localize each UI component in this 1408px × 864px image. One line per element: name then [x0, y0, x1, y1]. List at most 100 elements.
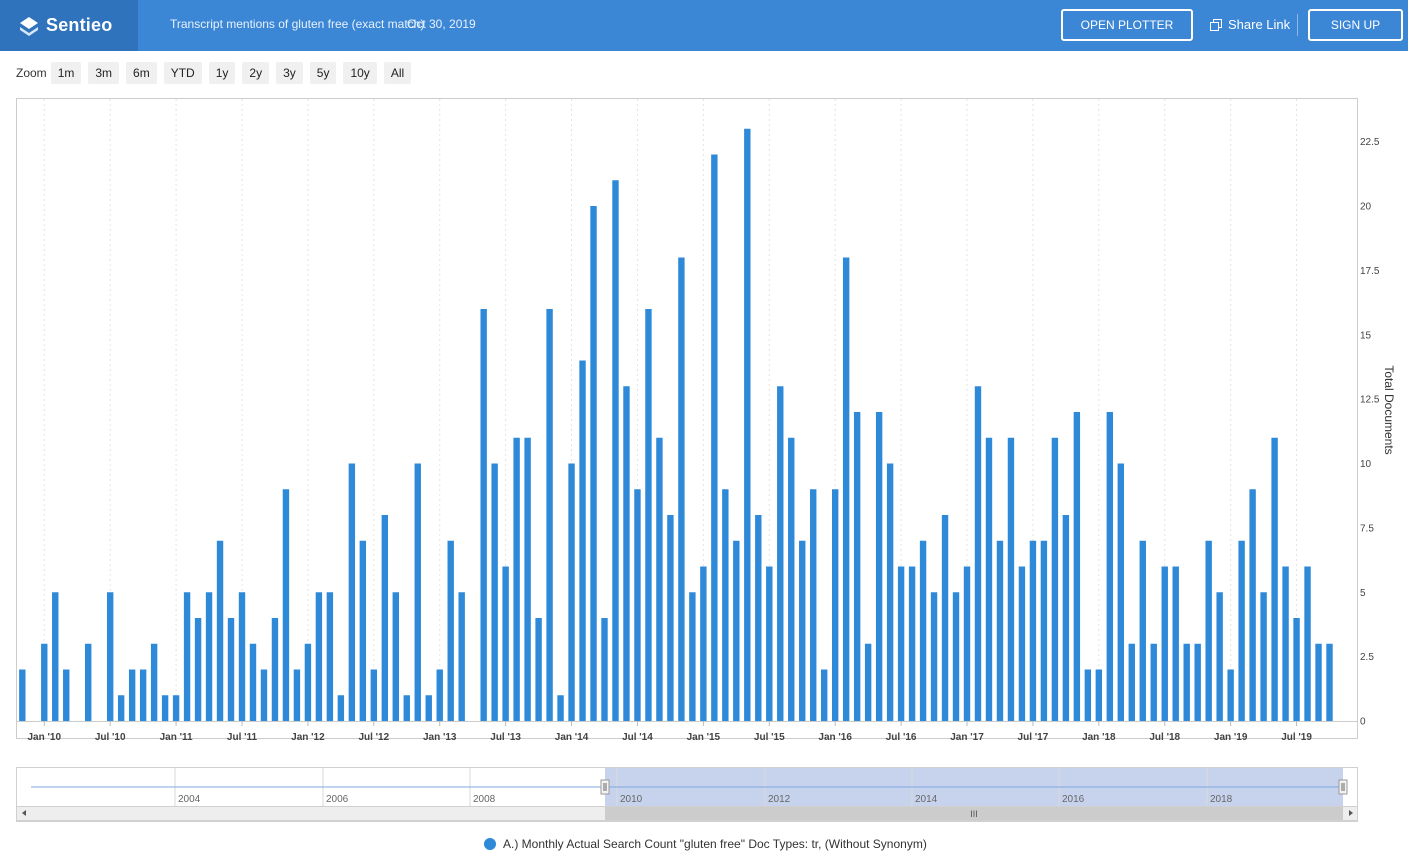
bar-2015-05[interactable]: [744, 128, 751, 721]
bar-2018-09[interactable]: [1183, 643, 1190, 721]
zoom-ytd-button[interactable]: YTD: [163, 62, 202, 84]
bar-2013-01[interactable]: [436, 669, 443, 722]
bar-2010-12[interactable]: [161, 695, 169, 721]
bar-2014-04[interactable]: [601, 618, 608, 721]
bar-2013-05[interactable]: [480, 309, 487, 721]
bar-2012-01[interactable]: [304, 643, 312, 721]
bar-2019-01[interactable]: [1227, 669, 1234, 722]
bar-2018-01[interactable]: [1095, 669, 1103, 722]
navigator-left-handle[interactable]: [600, 779, 610, 795]
bar-2015-07[interactable]: [766, 566, 773, 722]
zoom-10y-button[interactable]: 10y: [343, 62, 377, 84]
navigator-scrollbar[interactable]: III: [16, 806, 1358, 821]
bar-2012-07[interactable]: [370, 669, 378, 722]
bar-2016-10[interactable]: [930, 592, 938, 721]
bar-2019-06[interactable]: [1282, 566, 1289, 722]
bar-2011-01[interactable]: [172, 695, 180, 721]
bar-2012-09[interactable]: [392, 592, 399, 721]
bar-2012-06[interactable]: [359, 540, 367, 721]
bar-2017-05[interactable]: [1007, 437, 1015, 721]
bar-2014-06[interactable]: [623, 386, 630, 721]
bar-2011-09[interactable]: [260, 669, 268, 722]
bar-2019-08[interactable]: [1304, 566, 1311, 722]
bar-2015-01[interactable]: [700, 566, 707, 722]
bar-2017-02[interactable]: [974, 386, 982, 721]
bar-2016-06[interactable]: [886, 463, 894, 722]
bar-2014-07[interactable]: [634, 489, 641, 721]
bar-2015-08[interactable]: [777, 386, 784, 721]
bar-2018-07[interactable]: [1161, 566, 1168, 722]
bar-2014-03[interactable]: [590, 206, 597, 721]
bar-2018-12[interactable]: [1216, 592, 1223, 721]
zoom-3y-button[interactable]: 3y: [276, 62, 303, 84]
bar-2010-02[interactable]: [52, 592, 59, 721]
bar-2017-12[interactable]: [1084, 669, 1092, 722]
bar-2018-04[interactable]: [1128, 643, 1135, 721]
bar-2013-11[interactable]: [546, 309, 553, 721]
bar-2014-05[interactable]: [612, 180, 619, 721]
bar-2017-08[interactable]: [1040, 540, 1048, 721]
bar-2017-07[interactable]: [1029, 540, 1037, 721]
bar-2018-10[interactable]: [1194, 643, 1201, 721]
bar-2017-03[interactable]: [985, 437, 993, 721]
bar-2011-04[interactable]: [205, 592, 213, 721]
bar-2009-11[interactable]: [19, 669, 26, 722]
bar-2017-10[interactable]: [1062, 515, 1070, 721]
bar-2011-11[interactable]: [282, 489, 290, 721]
bar-2016-02[interactable]: [842, 257, 850, 722]
bar-2015-10[interactable]: [799, 540, 806, 721]
bar-2019-02[interactable]: [1238, 540, 1245, 721]
bar-2016-03[interactable]: [853, 412, 861, 721]
bar-2018-03[interactable]: [1117, 463, 1124, 722]
legend-item[interactable]: A.) Monthly Actual Search Count "gluten …: [484, 837, 927, 851]
bar-2019-03[interactable]: [1249, 489, 1256, 721]
bar-2015-02[interactable]: [711, 154, 718, 722]
bar-2010-05[interactable]: [85, 643, 92, 721]
bar-2011-02[interactable]: [183, 592, 191, 721]
bar-2012-08[interactable]: [381, 515, 389, 721]
bar-2010-11[interactable]: [150, 643, 158, 721]
bar-2015-06[interactable]: [755, 515, 762, 721]
navigator-right-handle[interactable]: [1338, 779, 1348, 795]
bar-2011-12[interactable]: [293, 669, 301, 722]
bar-2014-01[interactable]: [568, 463, 575, 722]
bar-2013-06[interactable]: [491, 463, 498, 722]
bar-2013-12[interactable]: [557, 695, 564, 721]
bar-2013-10[interactable]: [535, 618, 542, 721]
bar-2012-02[interactable]: [315, 592, 323, 721]
bar-2010-09[interactable]: [128, 669, 136, 722]
bar-2013-09[interactable]: [524, 437, 531, 721]
bar-2016-07[interactable]: [897, 566, 905, 722]
bar-2019-05[interactable]: [1271, 437, 1278, 721]
bar-2015-04[interactable]: [733, 540, 740, 721]
zoom-5y-button[interactable]: 5y: [309, 62, 337, 84]
bar-2013-08[interactable]: [513, 437, 520, 721]
bar-2011-10[interactable]: [271, 618, 279, 721]
bar-2018-02[interactable]: [1106, 412, 1114, 721]
bar-2016-04[interactable]: [864, 643, 872, 721]
zoom-1y-button[interactable]: 1y: [208, 62, 236, 84]
bar-2015-11[interactable]: [810, 489, 817, 721]
zoom-1m-button[interactable]: 1m: [50, 62, 82, 84]
bar-2017-06[interactable]: [1018, 566, 1026, 722]
bar-2017-04[interactable]: [996, 540, 1004, 721]
zoom-6m-button[interactable]: 6m: [126, 62, 157, 84]
bar-2014-11[interactable]: [678, 257, 685, 722]
bar-2017-01[interactable]: [963, 566, 971, 722]
bar-2012-10[interactable]: [403, 695, 410, 721]
bar-2018-05[interactable]: [1139, 540, 1146, 721]
bar-2016-08[interactable]: [908, 566, 916, 722]
open-plotter-button[interactable]: OPEN PLOTTER: [1061, 9, 1193, 41]
share-link-button[interactable]: Share Link: [1210, 17, 1290, 32]
scroll-right-icon[interactable]: [1349, 810, 1353, 816]
bar-2016-09[interactable]: [919, 540, 927, 721]
bar-2018-06[interactable]: [1150, 643, 1157, 721]
bar-2011-08[interactable]: [249, 643, 257, 721]
brand[interactable]: Sentieo: [0, 0, 138, 51]
bar-2011-05[interactable]: [216, 540, 224, 721]
bar-2011-07[interactable]: [238, 592, 246, 721]
bar-2019-04[interactable]: [1260, 592, 1267, 721]
bar-2011-03[interactable]: [194, 618, 202, 721]
sign-up-button[interactable]: SIGN UP: [1308, 9, 1403, 41]
bar-2016-12[interactable]: [952, 592, 960, 721]
